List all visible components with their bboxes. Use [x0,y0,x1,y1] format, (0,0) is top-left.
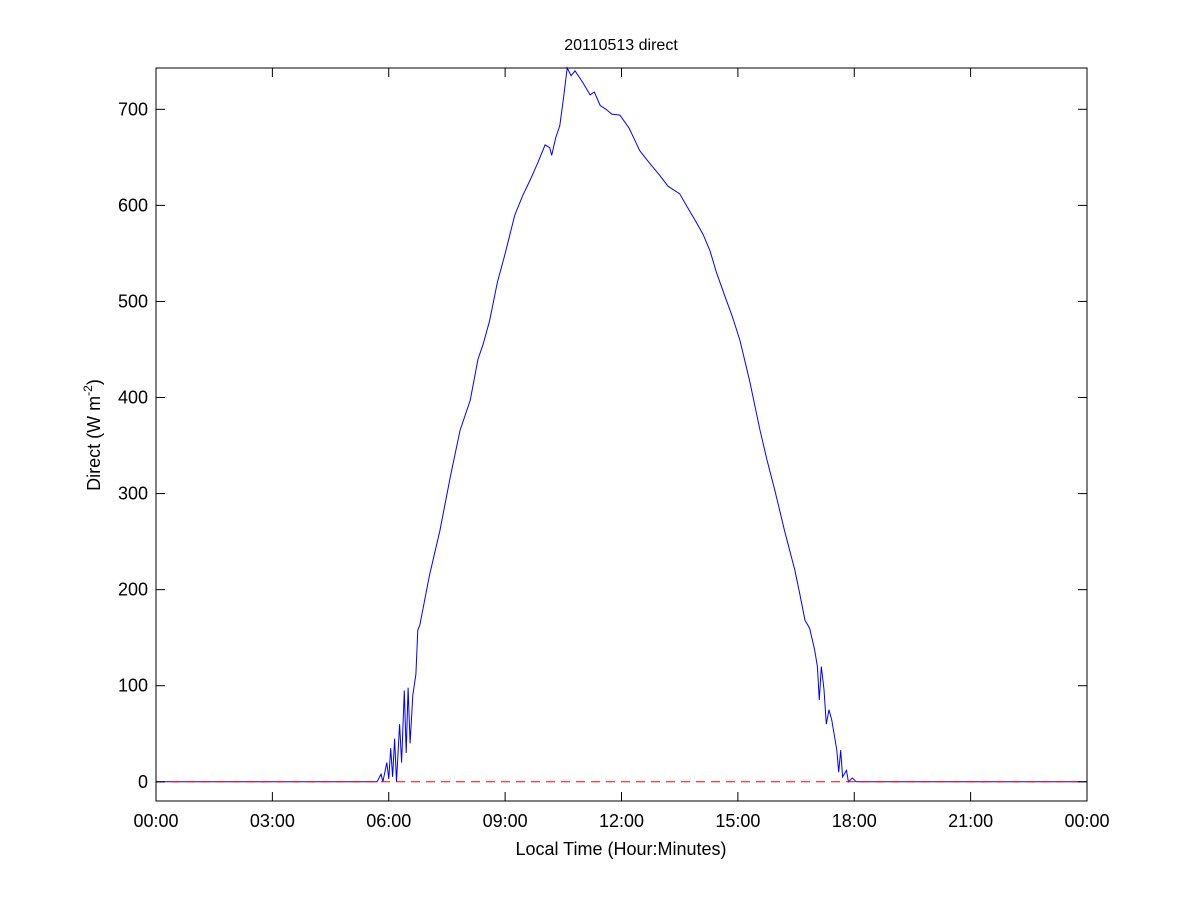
y-axis-label: Direct (W m-2) [81,379,104,491]
axes-box [155,67,1088,802]
y-tick-label: 0 [138,772,148,792]
x-tick-label: 12:00 [599,811,644,831]
x-tick-label: 00:00 [1064,811,1109,831]
y-tick-label: 100 [118,676,148,696]
x-tick-label: 06:00 [366,811,411,831]
y-tick-label: 300 [118,484,148,504]
y-axis-label-main: Direct (W m [84,396,104,491]
y-axis-label-sup: -2 [81,385,95,396]
y-tick-label: 500 [118,291,148,311]
y-tick-label: 400 [118,388,148,408]
x-tick-label: 03:00 [250,811,295,831]
x-tick-label: 09:00 [483,811,528,831]
x-axis-label: Local Time (Hour:Minutes) [515,839,726,859]
y-tick-label: 600 [118,195,148,215]
x-tick-label: 00:00 [133,811,178,831]
x-tick-label: 18:00 [832,811,877,831]
x-tick-label: 21:00 [948,811,993,831]
plot-area [156,66,1087,783]
series-line-0 [156,66,1087,783]
y-tick-label: 700 [118,99,148,119]
x-tick-label: 15:00 [715,811,760,831]
chart-title: 20110513 direct [564,37,678,54]
y-axis-label-close: ) [84,379,104,385]
y-tick-label: 200 [118,580,148,600]
ticks: 00:00 03:00 06:00 09:00 12:00 15:00 18:00 21:00… [118,68,1110,831]
